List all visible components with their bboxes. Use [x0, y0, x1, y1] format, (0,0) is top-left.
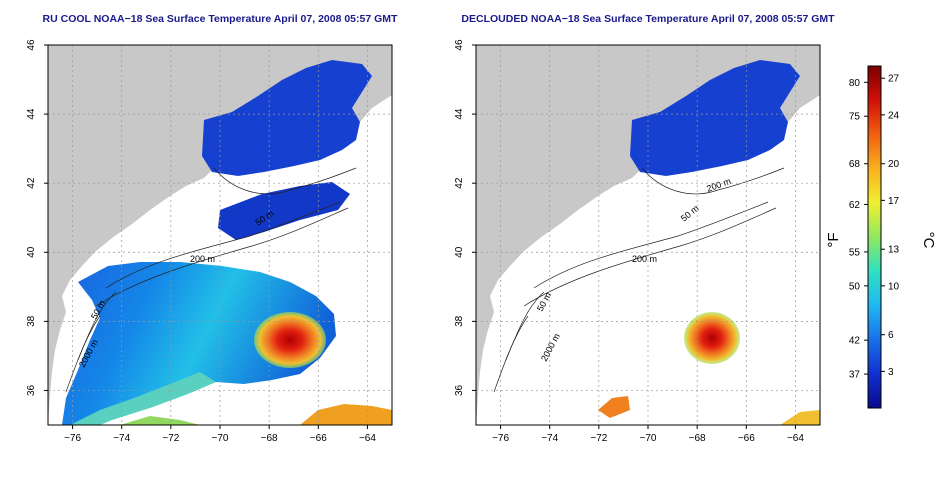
lat-tick-label: 42 — [454, 177, 465, 189]
colorbar-c-tick-label: 27 — [888, 74, 900, 85]
colorbar-f-tick-label: 42 — [849, 336, 861, 347]
left-sst-shelf-band — [218, 182, 350, 240]
lat-tick-label: 40 — [454, 246, 465, 258]
colorbar-celsius-ticks: 27 24 20 17 13 10 6 3 — [881, 74, 900, 378]
colorbar-c-tick-label: 13 — [888, 245, 900, 256]
colorbar-f-tick-label: 75 — [849, 112, 861, 123]
colorbar-f-tick-label: 37 — [849, 370, 861, 381]
left-sst-nearshore-warm-band — [70, 372, 216, 425]
right-graticule — [476, 45, 820, 425]
right-sst-southeast-patch — [780, 410, 820, 425]
colorbar-f-tick-label: 55 — [849, 247, 861, 258]
lat-tick-label: 36 — [26, 384, 37, 396]
colorbar-gradient — [867, 65, 882, 409]
lon-tick-label: −76 — [492, 433, 509, 444]
right-sst-south-warm-patch — [598, 396, 630, 418]
left-sst-southern-field — [62, 262, 336, 425]
lon-tick-label: −72 — [590, 433, 607, 444]
colorbar-c-tick-label: 24 — [888, 110, 900, 121]
lon-tick-label: −64 — [359, 433, 376, 444]
lon-tick-label: −70 — [640, 433, 657, 444]
lat-tick-label: 36 — [454, 384, 465, 396]
left-contour-label-200m: 200 m — [190, 254, 215, 264]
celsius-unit-label: °C — [920, 232, 937, 249]
colorbar-c-tick-label: 6 — [888, 330, 894, 341]
lon-tick-label: −68 — [261, 433, 278, 444]
lon-tick-label: −76 — [64, 433, 81, 444]
lon-tick-label: −64 — [787, 433, 804, 444]
left-graticule — [48, 45, 392, 425]
left-sst-warm-core-eddy — [254, 312, 326, 368]
left-sst-south-green-patch — [120, 416, 200, 425]
lat-tick-label: 44 — [454, 108, 465, 120]
colorbar-fahrenheit-ticks: 80 75 68 62 55 50 42 37 — [849, 78, 868, 381]
lat-tick-label: 46 — [454, 39, 465, 51]
lat-tick-label: 38 — [26, 315, 37, 327]
lat-tick-label: 42 — [26, 177, 37, 189]
lon-tick-label: −68 — [689, 433, 706, 444]
left-map-panel: RU COOL NOAA−18 Sea Surface Temperature … — [26, 13, 398, 444]
lat-tick-label: 40 — [26, 246, 37, 258]
lon-tick-label: −66 — [738, 433, 755, 444]
lat-tick-label: 38 — [454, 315, 465, 327]
left-panel-title: RU COOL NOAA−18 Sea Surface Temperature … — [43, 13, 398, 25]
left-bathymetry-contours — [65, 167, 357, 393]
colorbar-f-tick-label: 62 — [849, 200, 861, 211]
right-axis-ticks: −76 −74 −72 −70 −68 −66 −64 46 44 42 40 38 36 — [454, 39, 804, 444]
colorbar-f-tick-label: 80 — [849, 78, 861, 89]
right-sst-warm-core-eddy — [684, 312, 740, 364]
colorbar-c-tick-label: 20 — [888, 159, 900, 170]
colorbar-c-tick-label: 3 — [888, 367, 894, 378]
colorbar-c-tick-label: 17 — [888, 196, 900, 207]
left-sst-gulf-of-maine — [202, 60, 372, 176]
colorbar-f-tick-label: 50 — [849, 281, 861, 292]
right-sst-gulf-of-maine — [630, 60, 800, 176]
temperature-colorbar: 80 75 68 62 55 50 42 37 27 24 20 17 13 10 6 3 °F °C — [825, 65, 937, 409]
lat-tick-label: 44 — [26, 108, 37, 120]
colorbar-c-tick-label: 10 — [888, 281, 900, 292]
left-axis-ticks: −76 −74 −72 −70 −68 −66 −64 46 44 42 40 38 36 — [26, 39, 376, 444]
fahrenheit-unit-label: °F — [825, 232, 842, 247]
lon-tick-label: −72 — [162, 433, 179, 444]
left-sst-south-warm-patch — [300, 404, 392, 425]
lon-tick-label: −74 — [113, 433, 130, 444]
lat-tick-label: 46 — [26, 39, 37, 51]
lon-tick-label: −70 — [212, 433, 229, 444]
right-map-panel: DECLOUDED NOAA−18 Sea Surface Temperatur… — [454, 13, 835, 444]
lon-tick-label: −74 — [541, 433, 558, 444]
right-panel-title: DECLOUDED NOAA−18 Sea Surface Temperatur… — [461, 13, 835, 25]
lon-tick-label: −66 — [310, 433, 327, 444]
right-bathymetry-contours — [493, 167, 785, 393]
colorbar-f-tick-label: 68 — [849, 159, 861, 170]
right-contour-label-200m: 200 m — [632, 254, 657, 264]
